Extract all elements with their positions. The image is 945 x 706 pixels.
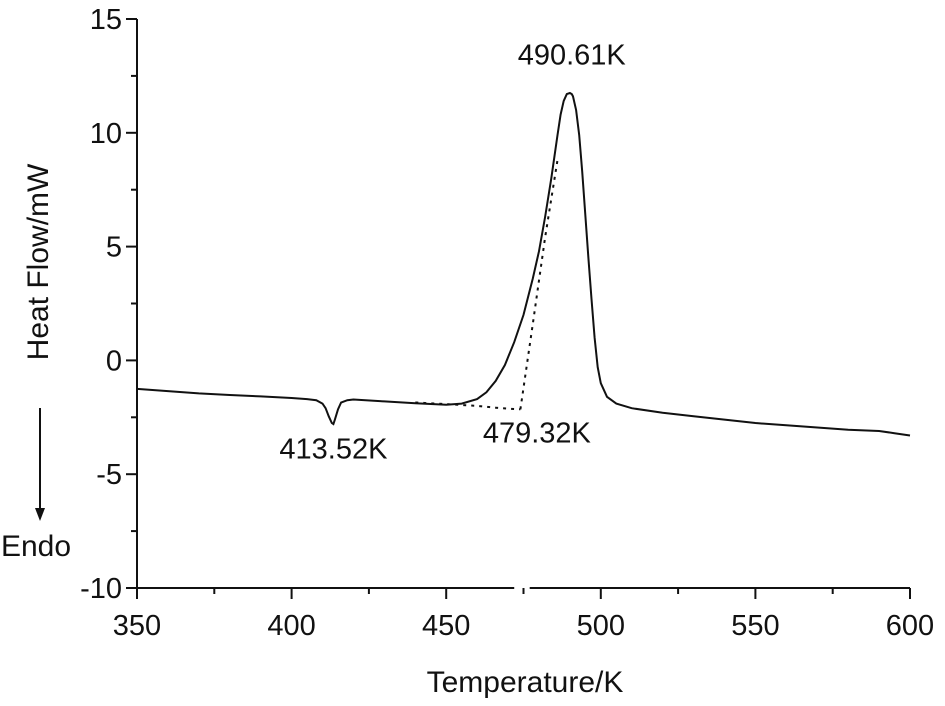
annotation-479.32K: 479.32K — [483, 417, 592, 449]
axes — [136, 19, 910, 589]
y-tick-label--5: -5 — [96, 459, 122, 491]
y-tick-label--10: -10 — [80, 573, 122, 605]
x-tick-label-450: 450 — [422, 610, 470, 642]
x-tick-label-500: 500 — [577, 610, 625, 642]
y-axis-title: Heat Flow/mW — [22, 163, 55, 360]
endo-arrow-head — [35, 508, 45, 521]
y-tick-label-5: 5 — [106, 232, 122, 264]
y-tick-label-10: 10 — [90, 118, 122, 150]
tick-labels: 350 400 450 500 550 600 -10 -5 0 5 10 15 — [80, 4, 934, 642]
baseline-extrapolation-line — [415, 401, 521, 411]
annotations: 490.61K 413.52K 479.32K — [279, 40, 626, 466]
y-tick-label-0: 0 — [106, 345, 122, 377]
onset-tangent-line — [519, 159, 559, 410]
plot-area — [136, 91, 911, 437]
x-tick-label-400: 400 — [267, 610, 315, 642]
annotation-413.52K: 413.52K — [279, 433, 388, 465]
x-axis-title: Temperature/K — [427, 666, 624, 699]
y-tick-label-15: 15 — [90, 4, 122, 36]
endo-arrow — [35, 408, 45, 521]
tick-marks — [126, 18, 911, 599]
x-tick-label-600: 600 — [886, 610, 934, 642]
annotation-490.61K: 490.61K — [518, 40, 627, 72]
x-tick-label-550: 550 — [731, 610, 779, 642]
heat-flow-curve-0 — [136, 91, 911, 437]
endo-label: Endo — [1, 530, 71, 563]
x-tick-label-350: 350 — [113, 610, 161, 642]
